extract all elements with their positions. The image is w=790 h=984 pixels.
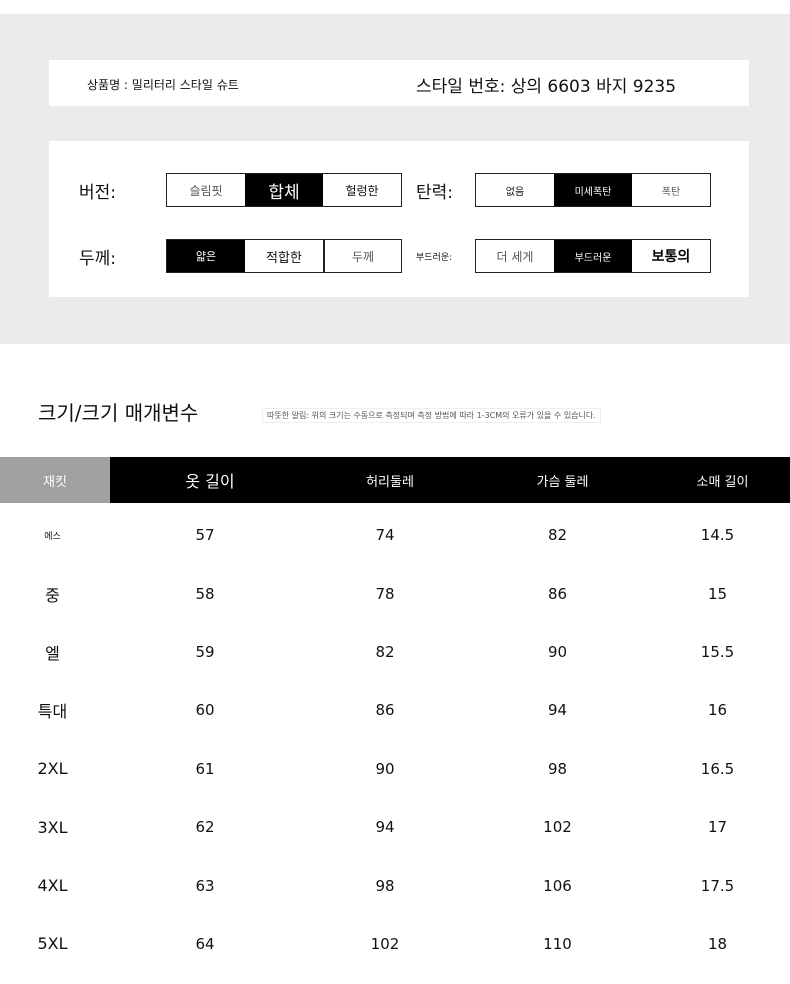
product-info-panel: 상품명 : 밀리터리 스타일 슈트 스타일 번호: 상의 6603 바지 923…: [0, 14, 790, 344]
attr-option: 적합한: [245, 240, 323, 272]
table-cell: 110: [543, 934, 572, 953]
table-cell: 94: [547, 701, 568, 720]
product-name-bar: 상품명 : 밀리터리 스타일 슈트 스타일 번호: 상의 6603 바지 923…: [49, 60, 749, 106]
table-cell: 82: [547, 526, 568, 545]
table-cell: 17.5: [700, 876, 735, 895]
table-cell: 102: [370, 934, 400, 953]
table-cell: 102: [543, 818, 572, 837]
table-row: 4XL 63 98 106 17.5: [0, 856, 790, 914]
table-cell: 86: [375, 701, 395, 720]
table-row: 5XL 64 102 110 18: [0, 915, 790, 973]
size-table-body: 에스 57 74 82 14.5 중 58 78 86 15 엘 59 82 90 15.5 특대 60 86 94…: [0, 506, 790, 973]
table-cell: 98: [375, 876, 395, 895]
attr-option-selected: 합체: [245, 174, 323, 206]
header-cell: 소매 길이: [696, 474, 749, 490]
size-table-header: 재킷 옷 길이 허리둘레 가슴 둘레 소매 길이: [0, 457, 790, 503]
table-row: 3XL 62 94 102 17: [0, 798, 790, 856]
table-row: 2XL 61 90 98 16.5: [0, 740, 790, 798]
table-cell: 86: [547, 584, 568, 603]
table-row: 중 58 78 86 15: [0, 564, 790, 622]
table-cell: 82: [375, 642, 395, 661]
table-cell: 2XL: [37, 759, 68, 779]
attr-softness: 부드러운: 더 세게 부드러운 보통의: [416, 239, 711, 273]
attr-option-selected: 미세폭탄: [554, 174, 632, 206]
attr-thickness: 두께: 얇은 적합한 두께: [79, 239, 402, 273]
table-cell: 94: [375, 818, 395, 837]
attr-label: 버전:: [79, 182, 117, 203]
table-cell: 62: [195, 818, 215, 837]
table-cell: 5XL: [37, 934, 68, 954]
table-cell: 4XL: [37, 876, 68, 896]
table-row: 특대 60 86 94 16: [0, 681, 790, 739]
table-cell: 64: [195, 934, 215, 953]
attr-option: 헐렁한: [323, 174, 401, 206]
table-cell: 74: [375, 526, 395, 545]
product-name: 상품명 : 밀리터리 스타일 슈트: [87, 78, 239, 92]
attr-option: 없음: [476, 174, 554, 206]
table-cell: 61: [195, 759, 215, 778]
table-cell: 15: [707, 584, 728, 603]
table-cell: 엘: [45, 643, 60, 663]
table-cell: 90: [547, 642, 568, 661]
table-cell: 63: [195, 876, 215, 895]
attributes-box: 버전: 슬림핏 합체 헐렁한 탄력: 없음 미세폭탄 폭탄 두께: 얇은 적합한…: [49, 141, 749, 297]
attr-option-selected: 얇은: [167, 240, 245, 272]
attr-label: 두께:: [79, 248, 117, 269]
table-cell: 18: [707, 934, 728, 953]
table-cell: 16.5: [700, 759, 735, 778]
header-cell: 가슴 둘레: [536, 474, 589, 490]
attr-elasticity: 탄력: 없음 미세폭탄 폭탄: [416, 173, 711, 207]
header-cell: 재킷: [0, 457, 110, 503]
table-cell: 90: [375, 759, 395, 778]
header-cell: 옷 길이: [185, 472, 235, 491]
table-cell: 에스: [44, 531, 61, 542]
attr-option: 슬림핏: [167, 174, 245, 206]
attr-label: 탄력:: [416, 182, 454, 203]
attr-option: 더 세게: [476, 240, 554, 272]
table-cell: 특대: [37, 702, 68, 722]
table-cell: 15.5: [700, 642, 735, 661]
table-cell: 14.5: [700, 526, 735, 545]
table-cell: 3XL: [37, 817, 68, 837]
table-cell: 106: [543, 876, 572, 895]
attr-version: 버전: 슬림핏 합체 헐렁한: [79, 173, 402, 207]
size-note: 따뜻한 알림: 위의 크기는 수동으로 측정되며 측정 방법에 따라 1-3CM…: [262, 408, 601, 423]
table-cell: 16: [707, 701, 728, 720]
style-number: 스타일 번호: 상의 6603 바지 9235: [416, 77, 677, 97]
attr-option: 두께: [323, 240, 401, 272]
table-cell: 중: [45, 585, 60, 605]
table-row: 엘 59 82 90 15.5: [0, 623, 790, 681]
table-cell: 78: [375, 584, 395, 603]
attr-option: 폭탄: [632, 174, 710, 206]
size-section-title: 크기/크기 매개변수: [38, 401, 199, 425]
attr-option-selected: 부드러운: [554, 240, 632, 272]
table-cell: 98: [547, 759, 568, 778]
table-cell: 57: [195, 526, 215, 545]
attr-option: 보통의: [632, 240, 710, 272]
table-cell: 59: [195, 642, 215, 661]
attr-label: 부드러운:: [416, 252, 453, 263]
header-cell: 허리둘레: [366, 474, 414, 490]
table-cell: 58: [195, 584, 215, 603]
table-row: 에스 57 74 82 14.5: [0, 506, 790, 564]
table-cell: 60: [195, 701, 215, 720]
table-cell: 17: [707, 818, 728, 837]
